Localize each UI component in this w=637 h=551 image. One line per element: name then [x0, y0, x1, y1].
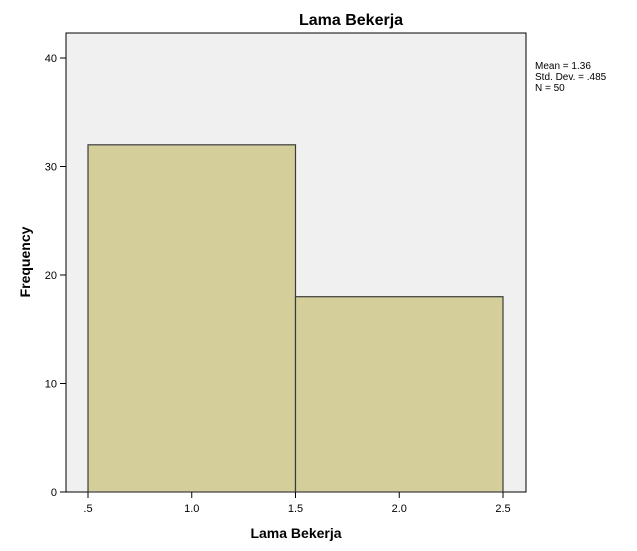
- stat-std-dev: Std. Dev. = .485: [535, 72, 607, 83]
- y-tick-label-4: 40: [45, 53, 57, 65]
- x-tick-label-4: 2.5: [495, 503, 510, 515]
- x-tick-label-0: .5: [83, 503, 92, 515]
- chart-title: Lama Bekerja: [299, 12, 403, 29]
- y-axis-label: Frequency: [17, 226, 33, 297]
- stats-legend: Mean = 1.36 Std. Dev. = .485 N = 50: [535, 61, 607, 94]
- y-tick-label-3: 30: [45, 162, 57, 174]
- bars-layer: [87, 144, 504, 493]
- axes: 0 10 20 30 40 .5 1.0 1.5 2.0 2.5: [45, 53, 511, 515]
- histogram-bar-1: [87, 144, 297, 493]
- x-axis-label: Lama Bekerja: [250, 525, 341, 541]
- y-tick-label-0: 0: [51, 487, 57, 499]
- histogram-bar-2: [294, 296, 504, 493]
- y-tick-label-2: 20: [45, 270, 57, 282]
- stat-n: N = 50: [535, 83, 565, 94]
- x-tick-label-2: 1.5: [288, 503, 303, 515]
- stat-mean: Mean = 1.36: [535, 61, 591, 72]
- x-tick-label-3: 2.0: [392, 503, 407, 515]
- x-tick-label-1: 1.0: [184, 503, 199, 515]
- y-tick-label-1: 10: [45, 379, 57, 391]
